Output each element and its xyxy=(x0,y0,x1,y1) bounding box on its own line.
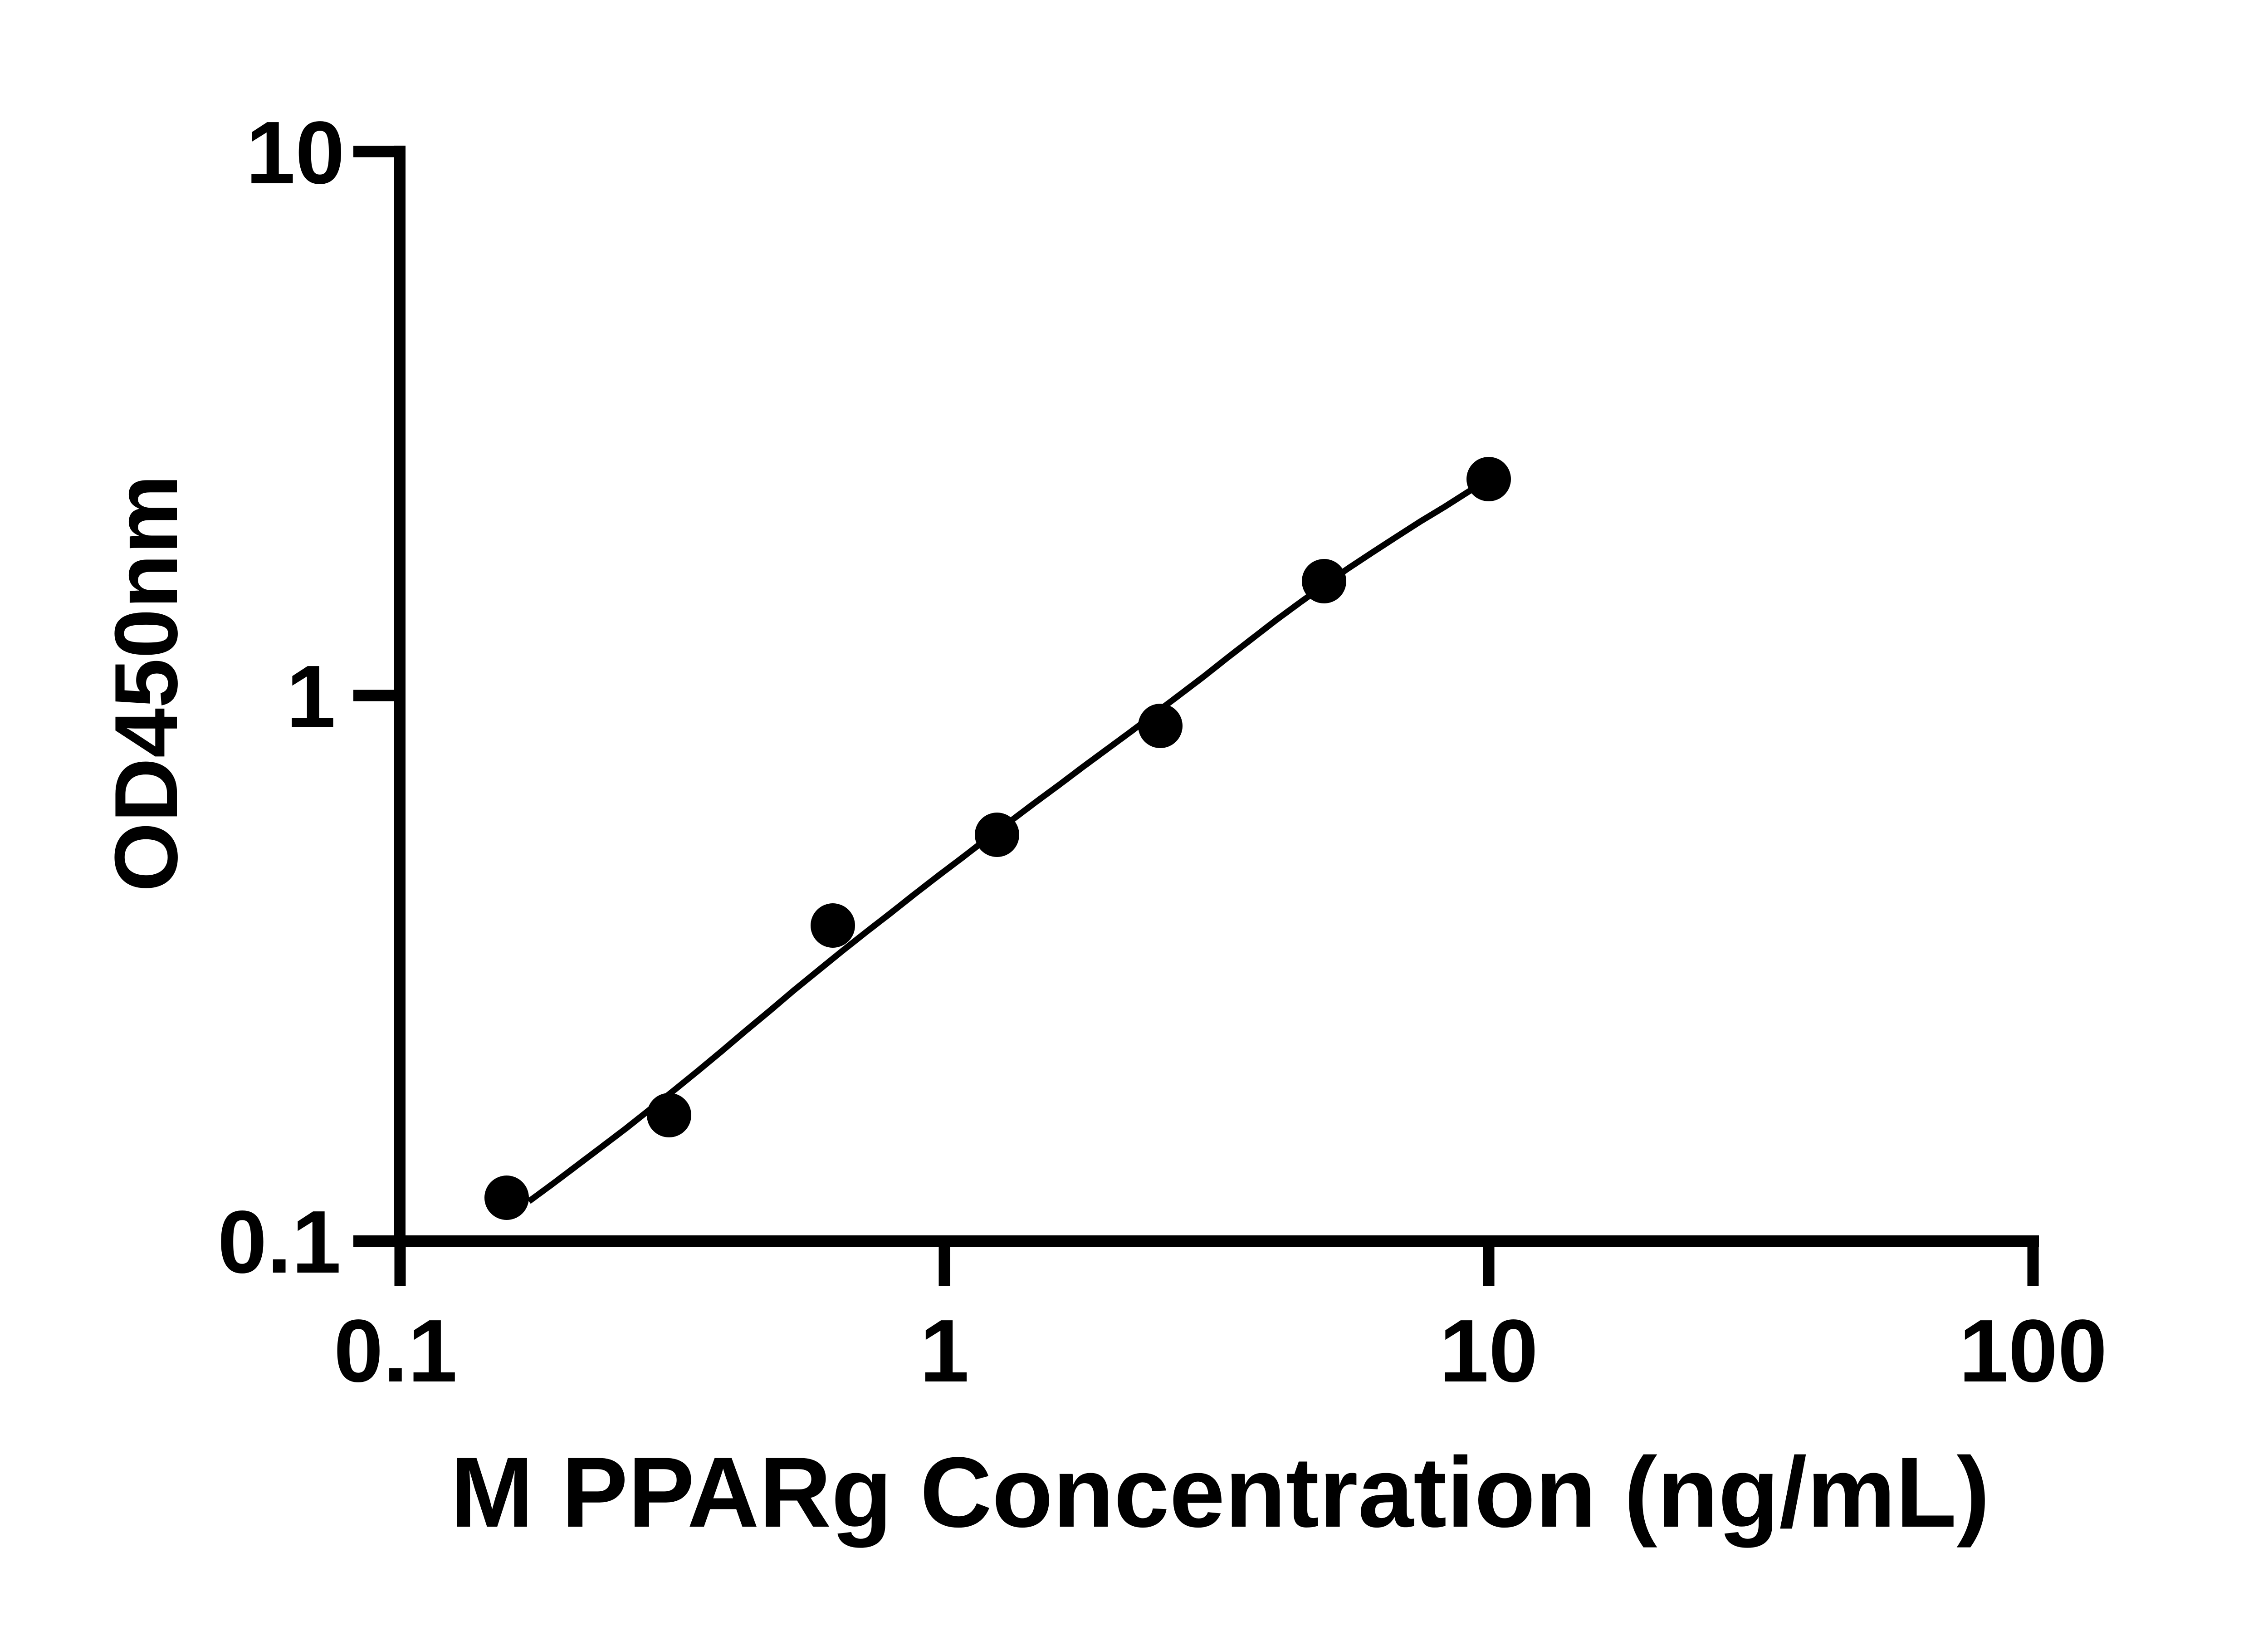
svg-text:0.1: 0.1 xyxy=(218,1192,341,1292)
svg-text:1: 1 xyxy=(286,647,336,746)
svg-text:OD450nm: OD450nm xyxy=(96,475,196,892)
svg-text:10: 10 xyxy=(1439,1301,1538,1401)
svg-text:100: 100 xyxy=(1959,1301,2107,1401)
svg-text:1: 1 xyxy=(919,1301,969,1401)
svg-text:0.1: 0.1 xyxy=(334,1301,457,1401)
svg-text:M PPARg Concentration (ng/mL): M PPARg Concentration (ng/mL) xyxy=(450,1436,1989,1548)
svg-text:10: 10 xyxy=(246,103,345,202)
